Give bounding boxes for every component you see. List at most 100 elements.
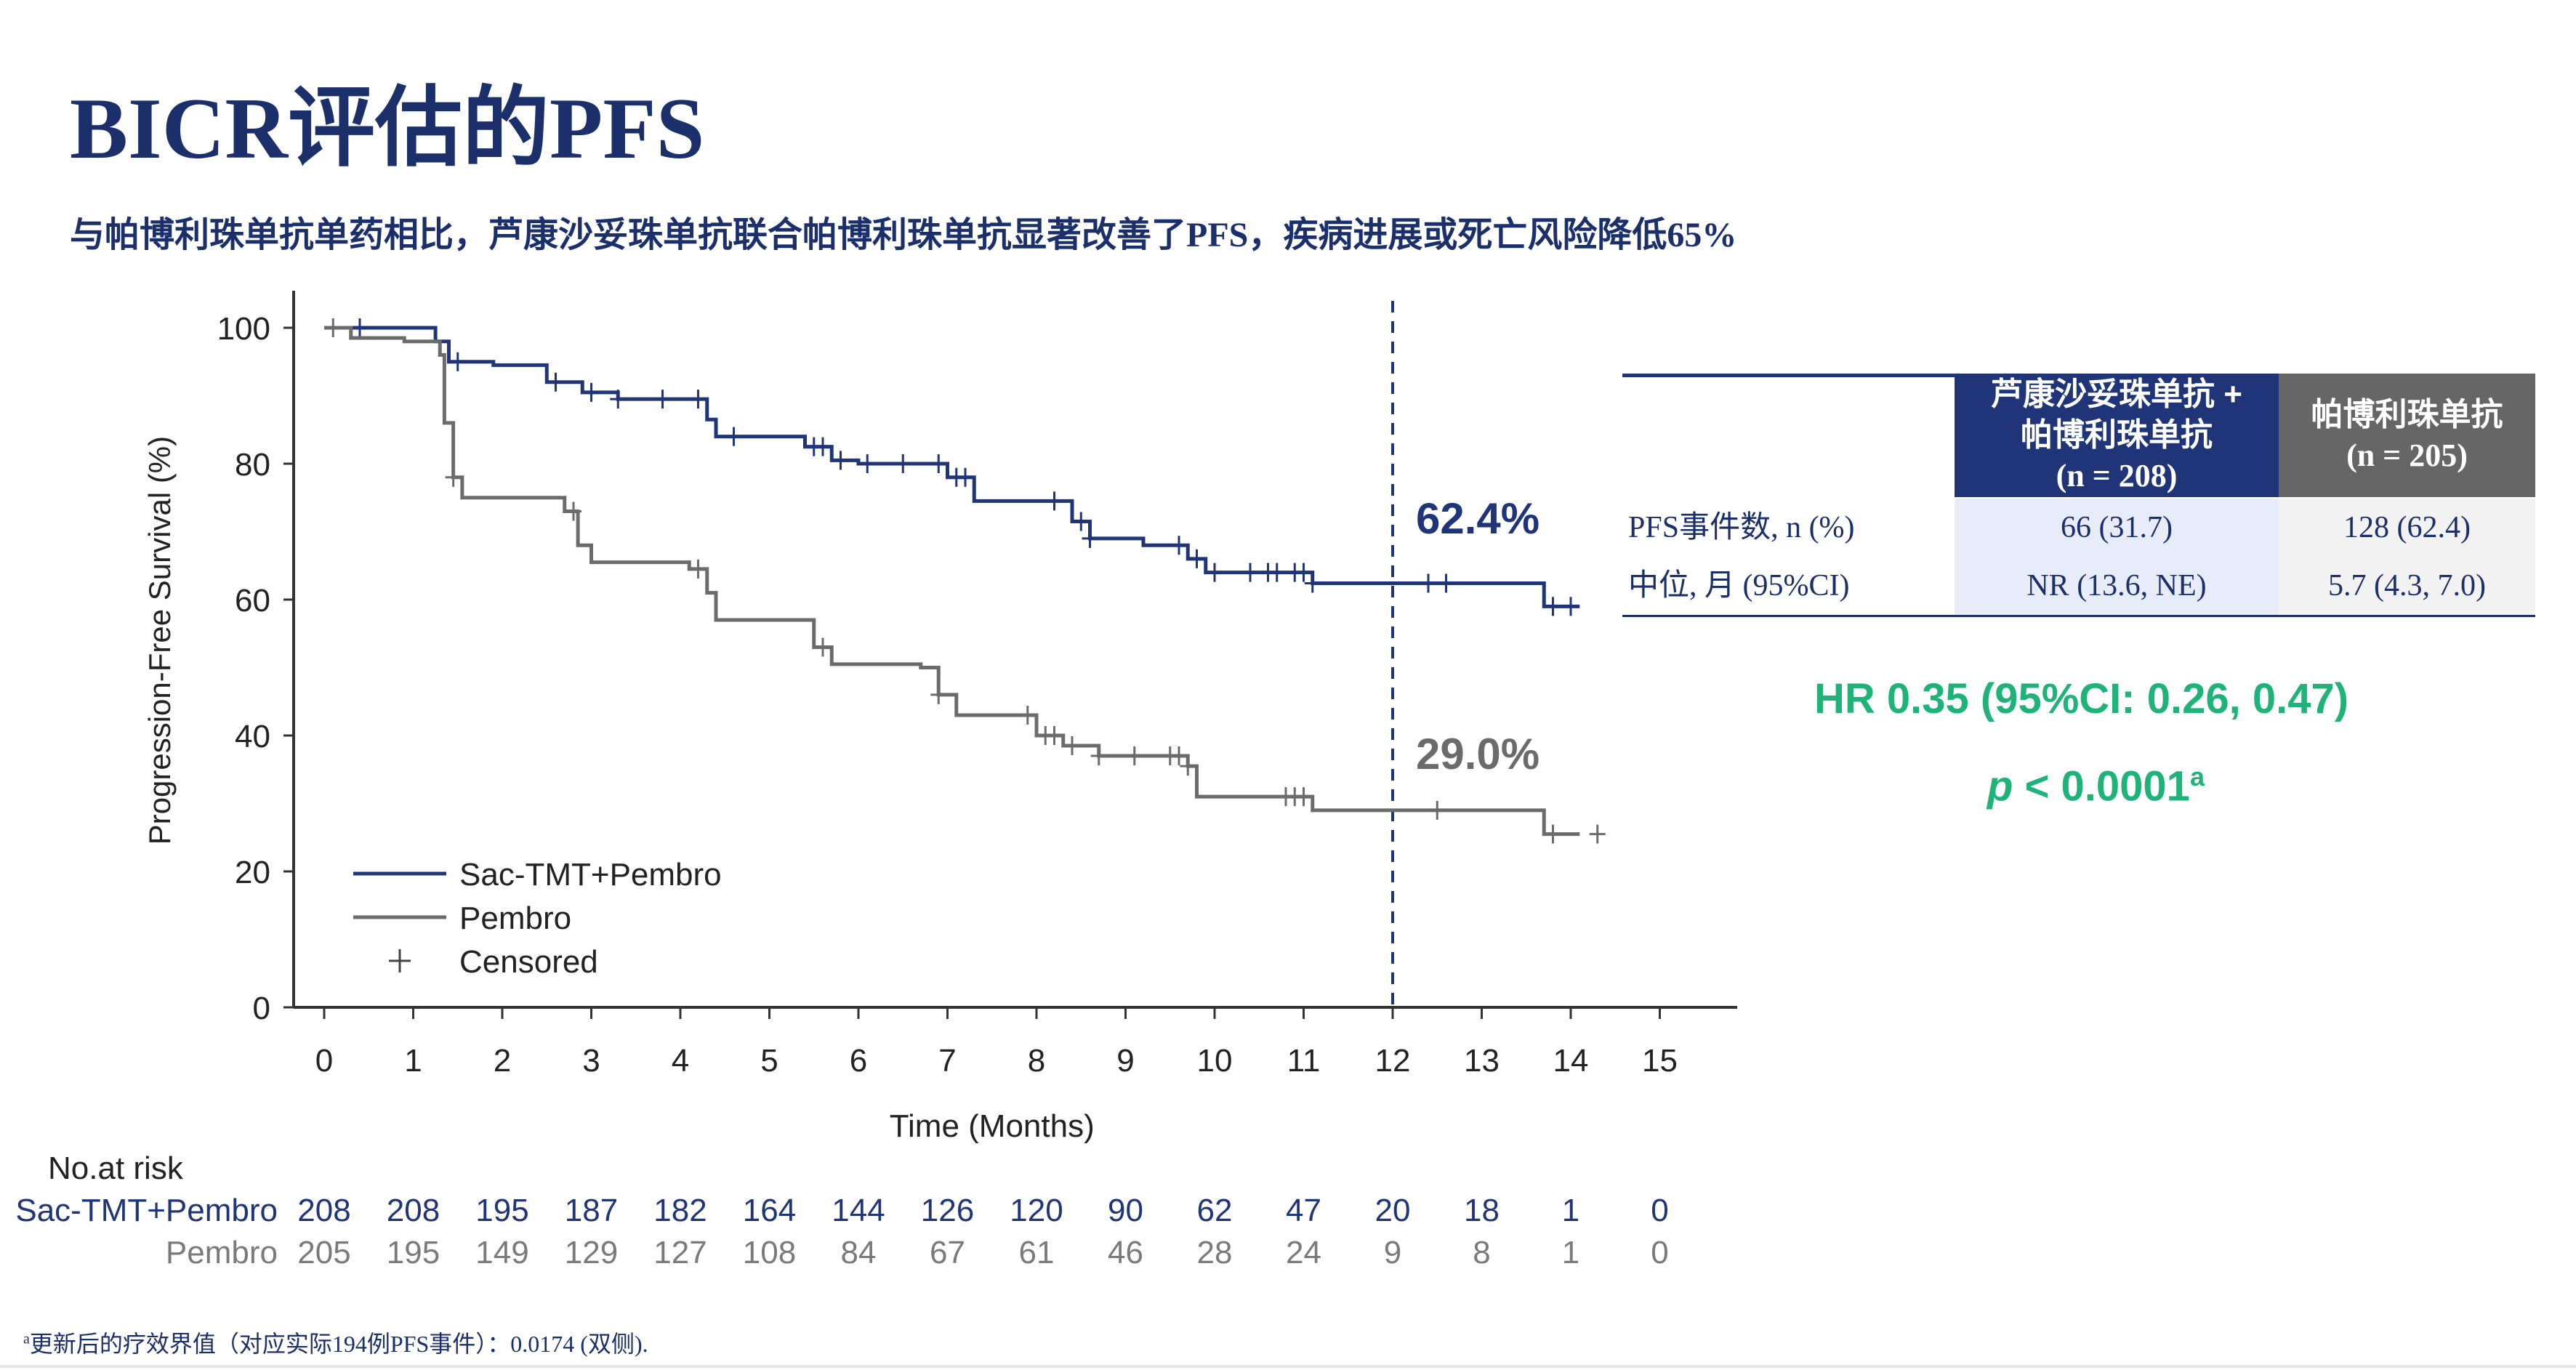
censor-mark [1295, 787, 1312, 807]
censor-mark [1304, 573, 1321, 593]
censor-mark [930, 685, 947, 704]
risk-count: 182 [653, 1193, 707, 1228]
p-value-text: < 0.0001 [2013, 762, 2190, 810]
y-tick-label: 80 [235, 447, 270, 483]
cell-median-sac: NR (13.6, NE) [1955, 557, 2279, 615]
legend-label-pembro: Pembro [459, 900, 571, 936]
censor-mark [325, 318, 342, 337]
hazard-ratio: HR 0.35 (95%CI: 0.26, 0.47) [1814, 675, 2349, 722]
x-tick-label: 12 [1375, 1043, 1411, 1079]
risk-count: 126 [921, 1193, 974, 1228]
x-tick-label: 4 [672, 1043, 689, 1079]
censor-mark [1046, 491, 1063, 511]
censor-mark [1171, 536, 1187, 555]
censor-mark [1545, 597, 1561, 616]
table-top-rule [1622, 374, 2279, 377]
cell-median-pembro: 5.7 (4.3, 7.0) [2279, 557, 2535, 615]
censor-mark [1019, 705, 1036, 725]
x-axis-label: Time (Months) [890, 1108, 1095, 1144]
censor-mark [1589, 824, 1606, 844]
risk-table-title: No.at risk [48, 1151, 184, 1186]
risk-count: 18 [1464, 1193, 1500, 1228]
censor-mark [1420, 573, 1436, 593]
risk-count: 84 [841, 1235, 877, 1270]
risk-count: 208 [297, 1193, 350, 1228]
censor-mark [725, 427, 742, 446]
risk-count: 67 [930, 1235, 965, 1270]
censor-mark [1064, 736, 1080, 756]
cell-events-sac: 66 (31.7) [1955, 499, 2279, 557]
risk-count: 108 [743, 1235, 796, 1270]
censor-mark [1207, 563, 1223, 582]
censor-mark [1295, 563, 1312, 582]
risk-count: 0 [1651, 1235, 1668, 1270]
header-pembro: 帕博利珠单抗 (n = 205) [2279, 374, 2535, 497]
risk-count: 62 [1197, 1193, 1233, 1228]
risk-count: 28 [1197, 1235, 1233, 1270]
x-tick-label: 1 [404, 1043, 422, 1079]
p-symbol: p [1987, 762, 2013, 810]
x-tick-label: 15 [1642, 1043, 1678, 1079]
header-sac-pembro: 芦康沙妥珠单抗 + 帕博利珠单抗 (n = 208) [1955, 374, 2279, 497]
page-title: BICR评估的PFS [70, 80, 705, 177]
legend-label-censored: Censored [459, 944, 598, 980]
risk-count: 0 [1651, 1193, 1668, 1228]
risk-count: 8 [1473, 1235, 1490, 1270]
censor-mark [654, 390, 671, 409]
risk-count: 208 [387, 1193, 440, 1228]
risk-count: 1 [1562, 1235, 1579, 1270]
censor-mark [859, 454, 876, 473]
x-tick-label: 11 [1287, 1043, 1321, 1079]
risk-count: 205 [297, 1235, 350, 1270]
risk-count: 149 [475, 1235, 528, 1270]
censor-mark [1171, 746, 1187, 766]
censor-mark [1126, 746, 1143, 766]
risk-count: 187 [565, 1193, 618, 1228]
censor-mark [583, 382, 600, 402]
censor-mark [1429, 800, 1446, 820]
x-tick-label: 9 [1116, 1043, 1134, 1079]
x-tick-label: 14 [1553, 1043, 1589, 1079]
risk-count: 20 [1375, 1193, 1411, 1228]
y-axis-label: Progression-Free Survival (%) [142, 436, 177, 845]
risk-count: 164 [743, 1193, 796, 1228]
legend-censored-icon [389, 949, 411, 972]
x-tick-label: 2 [494, 1043, 511, 1079]
censor-mark [930, 454, 947, 473]
header-sac-n: (n = 208) [2056, 458, 2178, 493]
censor-mark [832, 451, 849, 470]
censor-mark [1268, 563, 1285, 582]
y-tick-label: 60 [235, 583, 270, 618]
censor-mark [1090, 746, 1107, 766]
table-bottom-rule [1622, 615, 2535, 617]
risk-row-label-sac: Sac-TMT+Pembro [15, 1193, 278, 1228]
page-subtitle: 与帕博利珠单抗单药相比，芦康沙妥珠单抗联合帕博利珠单抗显著改善了PFS，疾病进展… [70, 216, 1737, 254]
censor-mark [547, 372, 564, 392]
risk-count: 195 [475, 1193, 528, 1228]
row-label-median: 中位, 月 (95%CI) [1628, 569, 1850, 603]
censor-mark [565, 501, 581, 521]
risk-row-label-pembro: Pembro [166, 1235, 278, 1270]
censor-mark [1545, 824, 1561, 844]
risk-count: 144 [832, 1193, 885, 1228]
row-label-events: PFS事件数, n (%) [1628, 511, 1855, 544]
risk-count: 24 [1286, 1235, 1321, 1270]
x-tick-label: 0 [315, 1043, 333, 1079]
risk-count: 90 [1108, 1193, 1143, 1228]
censor-mark [815, 437, 831, 456]
censor-mark [1180, 757, 1196, 776]
x-tick-label: 5 [760, 1043, 778, 1079]
censor-mark [815, 637, 831, 657]
risk-count: 46 [1108, 1235, 1143, 1270]
censor-mark [690, 390, 707, 409]
censor-mark [449, 352, 466, 371]
censor-mark [957, 467, 973, 487]
x-tick-label: 8 [1028, 1043, 1045, 1079]
censor-mark [352, 318, 368, 337]
risk-count: 61 [1019, 1235, 1055, 1270]
censor-mark [1188, 549, 1205, 568]
y-tick-label: 100 [217, 311, 270, 347]
risk-count: 9 [1384, 1235, 1401, 1270]
risk-count: 120 [1010, 1193, 1063, 1228]
